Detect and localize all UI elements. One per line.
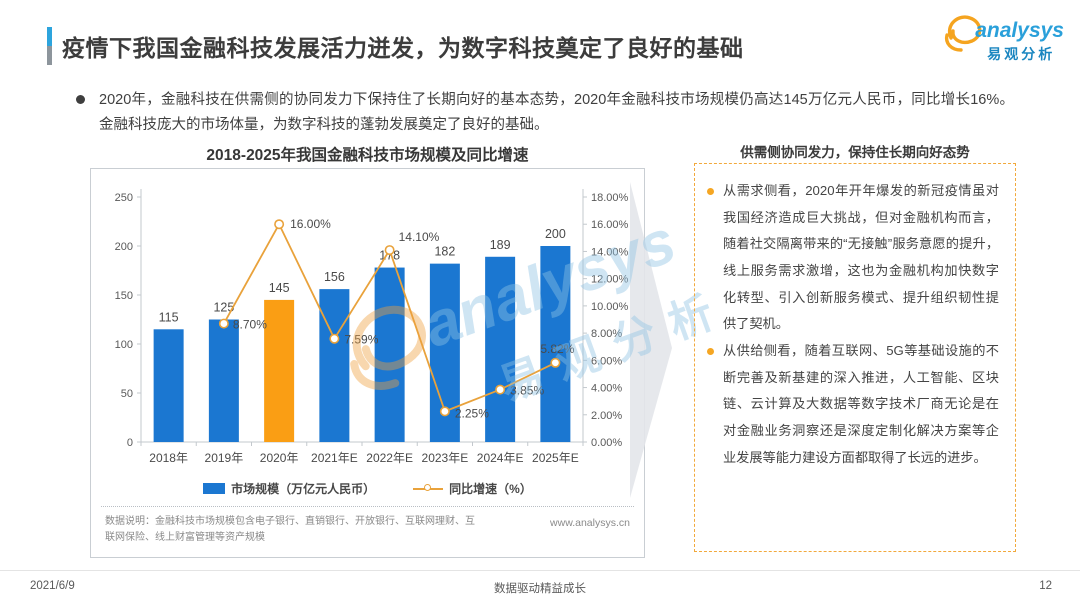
svg-text:2022年E: 2022年E [366,451,413,465]
svg-text:5.82%: 5.82% [540,342,574,356]
page-title: 疫情下我国金融科技发展活力迸发，为数字科技奠定了良好的基础 [62,35,744,61]
side-bullet-text: 从供给侧看，随着互联网、5G等基础设施的不断完善及新基建的深入推进，人工智能、区… [723,342,999,465]
svg-text:150: 150 [115,290,133,302]
brand-logo: analysys 易观分析 [937,10,1064,64]
svg-text:3.85%: 3.85% [510,384,544,398]
footer-slogan: 数据驱动精益成长 [494,583,586,595]
source-url: www.analysys.cn [550,517,630,529]
header: 疫情下我国金融科技发展活力迸发，为数字科技奠定了良好的基础 [47,27,744,65]
svg-text:2019年: 2019年 [205,451,244,465]
chart-legend: 市场规模（万亿元人民币） 同比增速（%） [91,480,644,497]
logo-brand-en: analysys [975,19,1064,42]
svg-text:2020年: 2020年 [260,451,299,465]
svg-text:4.00%: 4.00% [591,383,622,395]
svg-text:182: 182 [434,245,455,259]
svg-text:156: 156 [324,270,345,284]
svg-text:0: 0 [127,437,133,449]
side-bullet-supply: 从供给侧看，随着互联网、5G等基础设施的不断完善及新基建的深入推进，人工智能、区… [707,338,999,471]
legend-item-growth-rate: 同比增速（%） [413,480,532,497]
svg-text:2025年E: 2025年E [532,451,579,465]
svg-text:18.00%: 18.00% [591,192,629,204]
svg-text:100: 100 [115,339,133,351]
svg-text:0.00%: 0.00% [591,437,622,449]
bar-series-swatch [203,483,226,494]
svg-text:2.25%: 2.25% [455,406,489,420]
chart-panel: 0 50 100 150 200 250 0.00% 2.00% 4.00% 6.00% 8.00%… [90,168,645,558]
legend-item-market-scale: 市场规模（万亿元人民币） [203,480,375,497]
svg-text:200: 200 [545,227,566,241]
svg-text:115: 115 [159,310,179,324]
bullet-dot-icon [76,95,85,104]
svg-text:8.00%: 8.00% [591,328,622,340]
bullet-dot-icon [707,347,714,355]
svg-text:14.10%: 14.10% [399,230,440,244]
svg-text:200: 200 [115,241,133,253]
note-divider [101,506,634,507]
title-accent-bar [47,27,52,65]
svg-text:6.00%: 6.00% [591,355,622,367]
chart-title: 2018-2025年我国金融科技市场规模及同比增速 [206,147,529,164]
svg-text:12.00%: 12.00% [591,274,629,286]
svg-text:189: 189 [490,238,511,252]
legend-label: 同比增速（%） [449,482,532,496]
svg-text:2018年: 2018年 [149,451,188,465]
svg-text:125: 125 [213,301,234,315]
svg-text:8.70%: 8.70% [233,318,267,332]
slide-footer: 2021/6/9 数据驱动精益成长 12 [0,570,1080,608]
svg-text:2021年E: 2021年E [311,451,358,465]
side-bullet-text: 从需求侧看，2020年开年爆发的新冠疫情虽对我国经济造成巨大挑战，但对金融机构而… [723,183,999,332]
svg-text:2.00%: 2.00% [591,410,622,422]
bullet-dot-icon [707,188,714,195]
footer-page-number: 12 [1039,580,1052,592]
svg-text:16.00%: 16.00% [290,217,331,231]
intro-bullet: 2020年，金融科技在供需侧的协同发力下保持住了长期向好的基本态势，2020年金… [76,88,1014,139]
transition-arrow-icon [630,182,672,498]
svg-text:16.00%: 16.00% [591,219,629,231]
footer-date: 2021/6/9 [30,580,75,592]
side-bullet-demand: 从需求侧看，2020年开年爆发的新冠疫情虽对我国经济造成巨大挑战，但对金融机构而… [707,178,999,338]
svg-text:2023年E: 2023年E [422,451,469,465]
svg-text:2024年E: 2024年E [477,451,524,465]
analysys-swirl-icon [945,15,982,52]
line-series-swatch [413,484,444,491]
data-note: 数据说明：金融科技市场规模包含电子银行、直销银行、开放银行、互联网理财、互联网保… [105,516,475,543]
svg-text:145: 145 [269,281,290,295]
market-scale-combo-chart: 0 50 100 150 200 250 0.00% 2.00% 4.00% 6.00% 8.00%… [115,189,629,465]
svg-text:250: 250 [115,192,133,204]
svg-text:10.00%: 10.00% [591,301,629,313]
side-panel: 从需求侧看，2020年开年爆发的新冠疫情虽对我国经济造成巨大挑战，但对金融机构而… [694,163,1016,552]
svg-text:14.00%: 14.00% [591,246,629,258]
logo-brand-cn: 易观分析 [987,46,1056,62]
svg-text:50: 50 [121,388,133,400]
intro-text: 2020年，金融科技在供需侧的协同发力下保持住了长期向好的基本态势，2020年金… [99,92,1014,134]
chart-footnote: 数据说明：金融科技市场规模包含电子银行、直销银行、开放银行、互联网理财、互联网保… [91,507,644,546]
svg-text:7.59%: 7.59% [344,333,378,347]
side-panel-header: 供需侧协同发力，保持住长期向好态势 [740,145,970,160]
legend-label: 市场规模（万亿元人民币） [231,482,376,496]
